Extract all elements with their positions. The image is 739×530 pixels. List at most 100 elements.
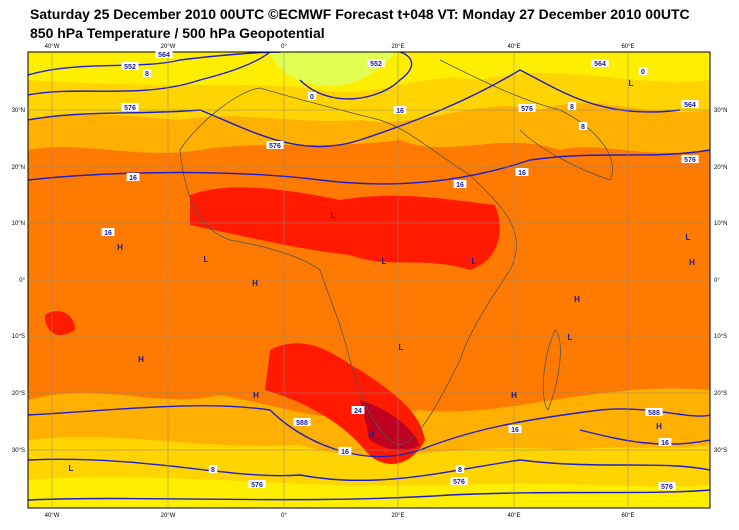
pressure-center: H [252, 279, 258, 288]
contour-label-box [121, 62, 139, 70]
lon-label: 40°W [45, 513, 60, 519]
contour-label-box [155, 50, 173, 58]
contour-label-box [518, 104, 536, 112]
contour-label: 0 [310, 94, 314, 101]
contour-label: 588 [296, 420, 308, 427]
contour-label-box [450, 477, 468, 485]
lat-label: 30°N [714, 108, 727, 114]
contour-label-box [658, 438, 672, 446]
lon-label: 60°E [621, 44, 634, 50]
lat-label: 30°N [12, 108, 25, 114]
graticule: 40°W 40°W 20°W 20°W 0° 0° 20°E 20°E 40°E 40°E 60°E… [12, 44, 728, 519]
map-area [28, 52, 710, 508]
contour-label: 8 [458, 467, 462, 474]
contour-label-box [307, 92, 317, 100]
pressure-center: L [472, 257, 477, 266]
contour-label-box [681, 100, 699, 108]
geopotential-contours [28, 52, 710, 501]
pressure-center: L [331, 211, 336, 220]
contour-label: 576 [269, 143, 281, 150]
contour-label-box [121, 103, 139, 111]
lat-label: 10°N [714, 221, 727, 227]
contour-label: 8 [581, 124, 585, 131]
pressure-center: H [574, 295, 580, 304]
contour-label: 16 [518, 170, 526, 177]
pressure-center: H [368, 431, 374, 440]
lat-label: 20°N [12, 165, 25, 171]
contour-label: 552 [370, 61, 382, 68]
lon-label: 40°E [507, 44, 520, 50]
contour-label: 576 [453, 479, 465, 486]
lon-label: 20°W [161, 44, 176, 50]
contour-label-box [508, 425, 522, 433]
lat-label: 0° [19, 278, 25, 284]
lon-label: 0° [281, 44, 287, 50]
contour-label: 16 [104, 230, 112, 237]
contour-label-box [101, 228, 115, 236]
pressure-center: H [138, 355, 144, 364]
contour-label: 0 [641, 69, 645, 76]
contour-label: 16 [661, 440, 669, 447]
contour-label-box [351, 406, 365, 414]
contour-label-box [248, 480, 266, 488]
lat-label: 10°N [12, 221, 25, 227]
contour-label-box [455, 465, 465, 473]
contour-label-box [658, 482, 676, 490]
warm-area [45, 310, 75, 335]
lon-label: 20°W [161, 513, 176, 519]
contour-label: 576 [251, 482, 263, 489]
contour-label: 564 [684, 102, 696, 109]
pressure-center: L [686, 233, 691, 242]
contour-label: 16 [129, 175, 137, 182]
contour-label: 8 [570, 104, 574, 111]
contour-label-box [645, 408, 663, 416]
contour-label-box [591, 59, 609, 67]
lat-label: 20°S [714, 391, 727, 397]
coastline [179, 59, 613, 446]
pressure-center: H [117, 243, 123, 252]
contour-label: 564 [158, 52, 170, 59]
pressure-center: L [204, 255, 209, 264]
contour-label-box [453, 180, 467, 188]
contour-label: 576 [124, 105, 136, 112]
contour-label-box [578, 122, 588, 130]
pressure-center: H [511, 391, 517, 400]
contour-label-box [266, 141, 284, 149]
pressure-center: H [656, 422, 662, 431]
contour-label: 564 [594, 61, 606, 68]
lat-label: 20°S [12, 391, 25, 397]
contour-label: 8 [145, 71, 149, 78]
contour-label-box [515, 168, 529, 176]
labels: 552 564 576 8 0 552 16 576 16 16 16 16 564 0 8 8 564 576 5… [69, 50, 699, 491]
contour-label: 576 [684, 157, 696, 164]
pressure-center: L [629, 79, 634, 88]
lon-label: 0° [281, 513, 287, 519]
pressure-center: H [689, 258, 695, 267]
lon-label: 40°E [507, 513, 520, 519]
lat-label: 20°N [714, 165, 727, 171]
lon-label: 20°E [391, 513, 404, 519]
title: Saturday 25 December 2010 00UTC ©ECMWF F… [30, 6, 690, 22]
contour-label: 16 [341, 449, 349, 456]
subtitle: 850 hPa Temperature / 500 hPa Geopotenti… [30, 25, 325, 41]
contour-label: 16 [511, 427, 519, 434]
lat-label: 30°S [714, 448, 727, 454]
lon-label: 20°E [391, 44, 404, 50]
contour-label-box [367, 59, 385, 67]
contour-label: 588 [648, 410, 660, 417]
lat-label: 10°S [714, 334, 727, 340]
contour-label: 8 [211, 467, 215, 474]
contour-label-box [338, 447, 352, 455]
lat-label: 10°S [12, 334, 25, 340]
contour-label: 576 [661, 484, 673, 491]
lat-label: 30°S [12, 448, 25, 454]
contour-label-box [208, 465, 218, 473]
pressure-center: L [69, 464, 74, 473]
contour-label-box [681, 155, 699, 163]
warm-area [360, 400, 420, 451]
pressure-center: L [568, 333, 573, 342]
contour-label: 16 [456, 182, 464, 189]
contour-label-box [393, 106, 407, 114]
lon-label: 60°E [621, 513, 634, 519]
